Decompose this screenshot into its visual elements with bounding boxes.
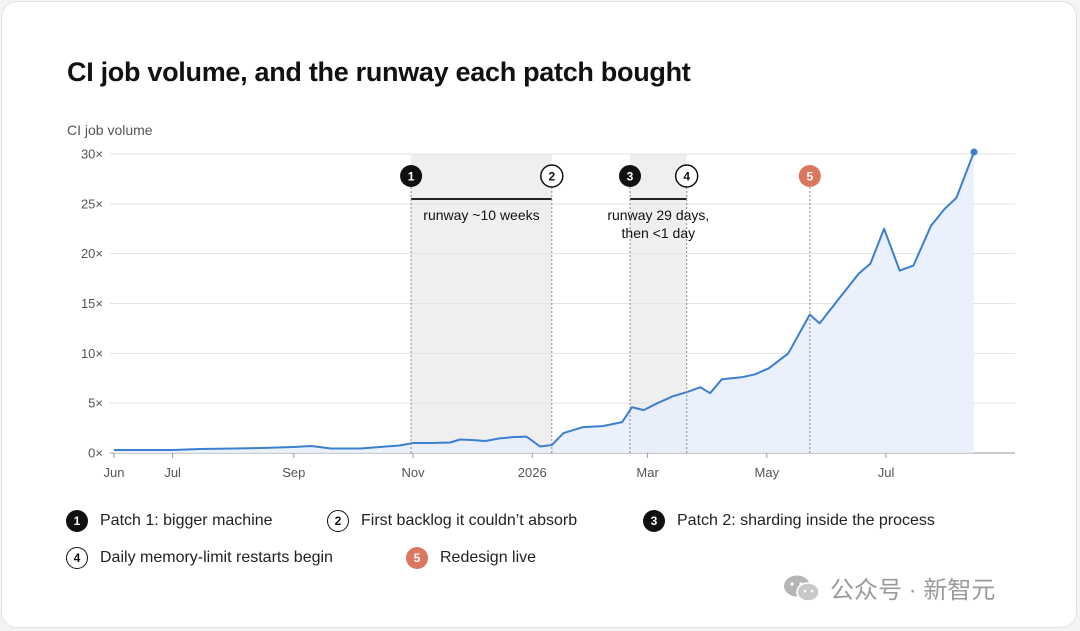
y-tick-label: 25× — [81, 196, 103, 211]
y-tick-label: 20× — [81, 246, 103, 261]
marker-1-badge — [400, 165, 423, 187]
y-tick-label: 5× — [88, 396, 103, 411]
watermark-text: 公众号 · 新智元 — [830, 577, 996, 604]
legend-label: First backlog it couldn’t absorb — [361, 512, 578, 529]
legend-item-3: 3 Patch 2: sharding inside the process — [643, 510, 935, 532]
x-tick-label: Nov — [401, 465, 425, 480]
runway-annotation: runway ~10 weeks — [423, 207, 539, 223]
x-tick-label: May — [755, 465, 780, 480]
series-endpoint — [970, 148, 978, 156]
x-tick-label: Mar — [636, 465, 659, 480]
series-area — [114, 152, 974, 453]
x-tick-label: 2026 — [518, 465, 547, 480]
y-axis-label: CI job volume — [67, 122, 153, 138]
x-tick-label: Jul — [878, 465, 895, 480]
marker-1-icon: 1 — [66, 510, 88, 532]
marker-3-badge — [619, 165, 641, 187]
marker-3-icon: 3 — [643, 510, 665, 532]
y-tick-label: 30× — [81, 147, 103, 162]
series-line — [114, 151, 975, 451]
legend-item-5: 5 Redesign live — [406, 547, 536, 569]
marker-2-badge — [540, 164, 564, 188]
legend-item-2: 2 First backlog it couldn’t absorb — [327, 510, 577, 532]
legend-item-1: 1 Patch 1: bigger machine — [66, 510, 273, 532]
legend-label: Patch 2: sharding inside the process — [677, 512, 935, 529]
x-tick-label: Sep — [282, 465, 305, 480]
y-tick-label: 10× — [81, 346, 103, 361]
marker-5-number: 5 — [806, 170, 813, 184]
marker-4-number: 4 — [683, 170, 690, 184]
x-tick-label: Jun — [104, 465, 125, 480]
marker-5-icon: 5 — [406, 547, 428, 569]
legend-label: Patch 1: bigger machine — [100, 512, 273, 529]
marker-1-number: 1 — [408, 170, 415, 184]
y-tick-label: 15× — [81, 296, 103, 311]
runway-annotation: runway 29 days, — [607, 207, 709, 223]
x-tick-label: Jul — [164, 465, 181, 480]
wechat-icon — [784, 575, 820, 602]
runway-annotation: then <1 day — [622, 225, 696, 241]
marker-3-number: 3 — [627, 170, 634, 184]
marker-4-icon: 4 — [66, 547, 88, 569]
legend-label: Redesign live — [440, 549, 537, 566]
y-tick-label: 0× — [88, 446, 103, 461]
watermark: 公众号 · 新智元 — [782, 570, 995, 605]
marker-5-badge — [798, 165, 821, 187]
marker-2-number: 2 — [548, 170, 555, 184]
legend-label: Daily memory-limit restarts begin — [100, 549, 333, 566]
chart-title: CI job volume, and the runway each patch… — [67, 57, 691, 87]
legend-item-4: 4 Daily memory-limit restarts begin — [66, 547, 333, 569]
marker-4-badge — [674, 164, 699, 188]
marker-2-icon: 2 — [327, 510, 349, 532]
